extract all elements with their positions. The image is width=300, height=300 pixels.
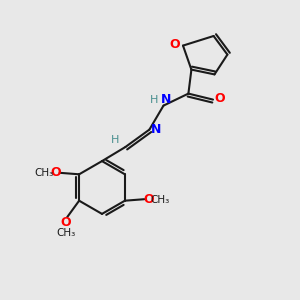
Text: CH₃: CH₃ — [56, 228, 75, 238]
Text: O: O — [60, 216, 71, 229]
Text: O: O — [143, 193, 154, 206]
Text: O: O — [50, 166, 61, 179]
Text: N: N — [151, 123, 161, 136]
Text: H: H — [111, 135, 119, 146]
Text: CH₃: CH₃ — [34, 168, 54, 178]
Text: H: H — [150, 94, 159, 105]
Text: N: N — [161, 93, 171, 106]
Text: CH₃: CH₃ — [150, 195, 170, 205]
Text: O: O — [214, 92, 225, 105]
Text: O: O — [169, 38, 180, 51]
